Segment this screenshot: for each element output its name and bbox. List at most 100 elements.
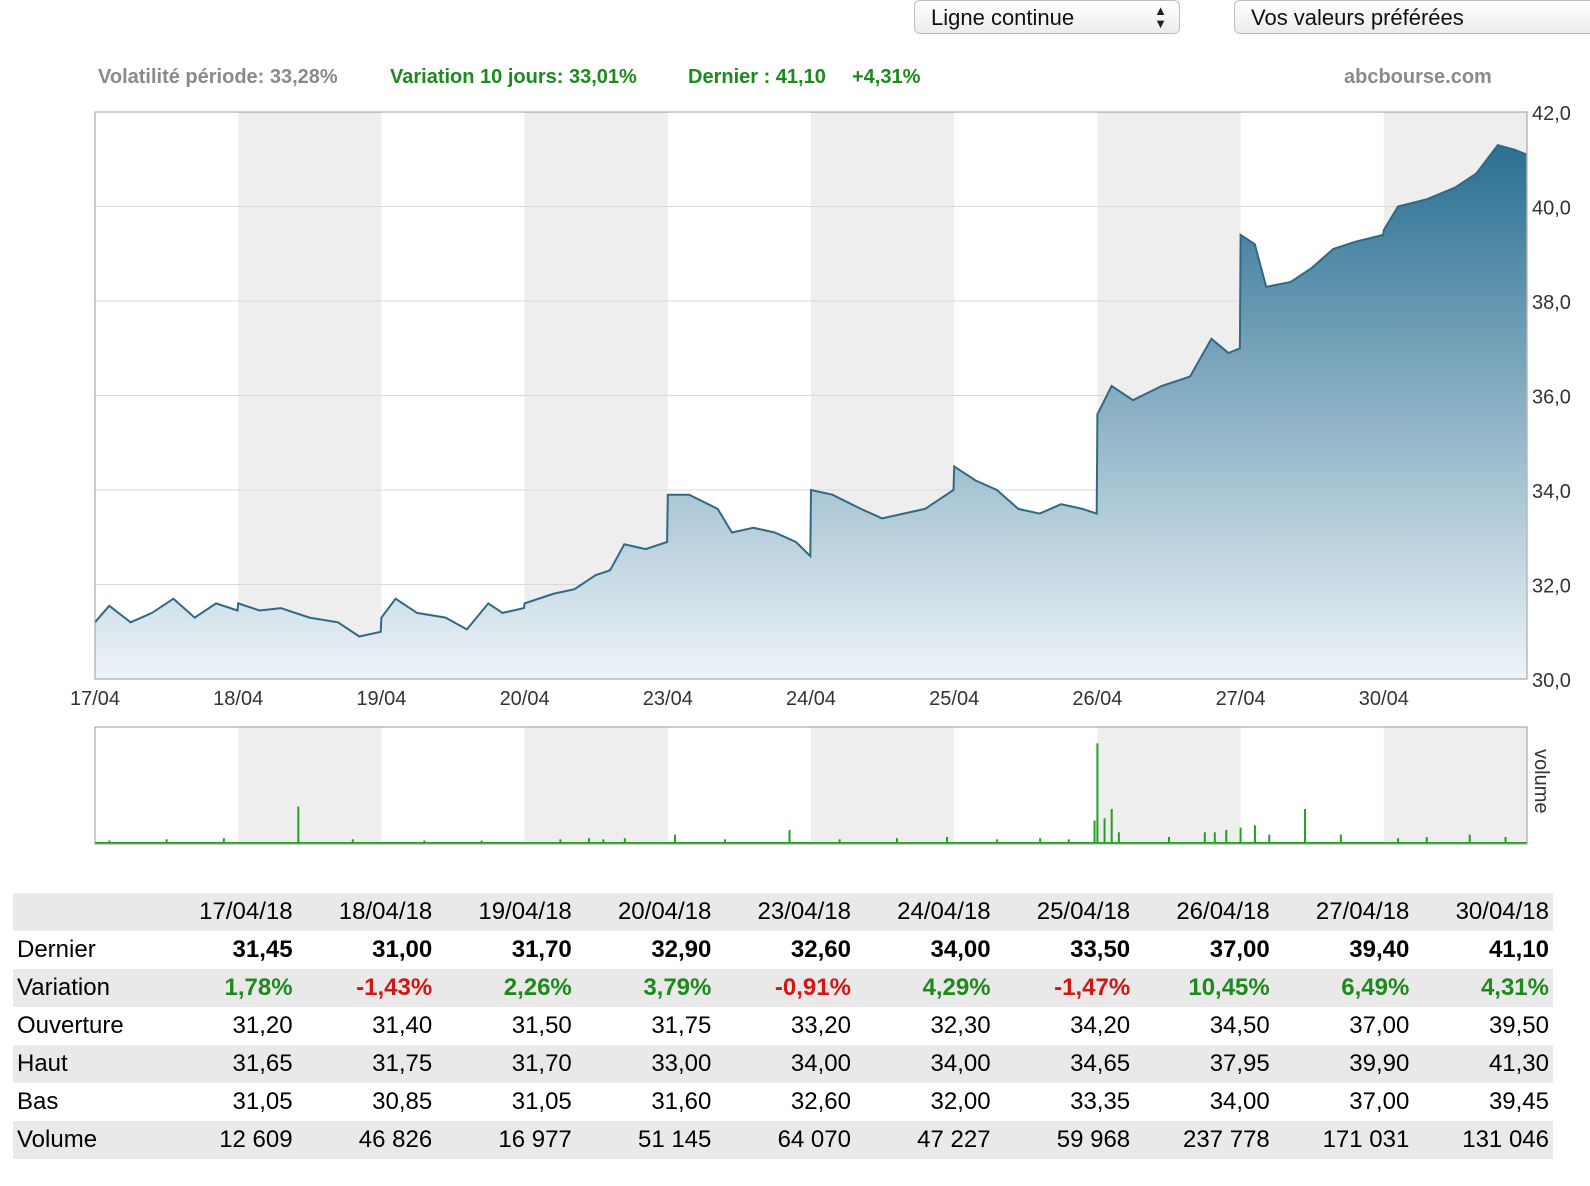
table-date-header: 19/04/18 bbox=[478, 898, 572, 925]
table-cell: 34,50 bbox=[1209, 1012, 1270, 1039]
table-cell: 32,60 bbox=[790, 1088, 851, 1115]
volume-label: volume bbox=[1530, 749, 1552, 813]
table-cell: 33,20 bbox=[790, 1012, 851, 1039]
table-cell: -1,43% bbox=[356, 974, 433, 1001]
table-date-header: 24/04/18 bbox=[897, 898, 991, 925]
table-cell: 31,75 bbox=[651, 1012, 712, 1039]
y-tick-label: 38,0 bbox=[1532, 292, 1571, 314]
variation-10-stat: Variation 10 jours: 33,01% bbox=[390, 66, 637, 88]
table-date-header: 30/04/18 bbox=[1455, 898, 1549, 925]
table-cell: 39,40 bbox=[1349, 936, 1410, 963]
table-cell: 32,30 bbox=[930, 1012, 991, 1039]
volatility-stat: Volatilité période: 33,28% bbox=[98, 66, 338, 88]
last-price-stat: Dernier : 41,10 bbox=[688, 66, 826, 88]
table-cell: 2,26% bbox=[503, 974, 572, 1001]
table-cell: 34,20 bbox=[1070, 1012, 1131, 1039]
x-tick-label: 24/04 bbox=[786, 688, 836, 710]
table-date-header: 25/04/18 bbox=[1036, 898, 1131, 925]
table-row: Haut 31,65 31,75 31,70 33,00 34,00 34,00 34,65 3… bbox=[13, 1045, 1553, 1083]
table-cell: 31,40 bbox=[372, 1012, 433, 1039]
x-tick-label: 30/04 bbox=[1359, 688, 1409, 710]
chart-type-select[interactable]: Ligne continue ▲ ▼ bbox=[914, 0, 1180, 34]
price-line bbox=[94, 143, 1527, 638]
table-row-label: Dernier bbox=[17, 936, 96, 963]
table-date-header: 17/04/18 bbox=[199, 898, 293, 925]
table-row-label: Variation bbox=[17, 974, 110, 1001]
table-cell: 46 826 bbox=[358, 1126, 433, 1153]
table-cell: 31,50 bbox=[511, 1012, 572, 1039]
table-cell: 3,79% bbox=[643, 974, 712, 1001]
x-tick-label: 25/04 bbox=[929, 688, 979, 710]
y-tick-label: 42,0 bbox=[1532, 103, 1571, 125]
table-cell: 31,70 bbox=[511, 1050, 572, 1077]
favorites-select[interactable]: Vos valeurs préférées bbox=[1234, 0, 1590, 34]
table-cell: 37,00 bbox=[1349, 1012, 1410, 1039]
table-corner bbox=[13, 893, 157, 931]
y-tick-label: 34,0 bbox=[1532, 481, 1571, 503]
volume-frame bbox=[94, 726, 1528, 845]
table-cell: 41,10 bbox=[1488, 936, 1549, 963]
table-row-label: Bas bbox=[17, 1088, 59, 1115]
table-cell: 47 227 bbox=[917, 1126, 991, 1153]
table-cell: 6,49% bbox=[1341, 974, 1410, 1001]
table-date-header: 18/04/18 bbox=[338, 898, 433, 925]
price-area bbox=[95, 145, 1527, 680]
table-cell: 41,30 bbox=[1488, 1050, 1549, 1077]
table-row: Volume 12 609 46 826 16 977 51 145 64 070 47 2… bbox=[13, 1121, 1553, 1159]
volume-chart: volume bbox=[94, 726, 1552, 845]
table-cell: 33,50 bbox=[1070, 936, 1131, 963]
y-tick-label: 40,0 bbox=[1532, 198, 1571, 220]
table-row: Bas 31,05 30,85 31,05 31,60 32,60 32,00 33,35 34… bbox=[13, 1083, 1553, 1121]
x-tick-label: 17/04 bbox=[70, 688, 120, 710]
table-cell: 4,31% bbox=[1480, 974, 1549, 1001]
table-cell: 33,35 bbox=[1070, 1088, 1131, 1115]
table-cell: 31,75 bbox=[372, 1050, 433, 1077]
x-tick-label: 18/04 bbox=[213, 688, 263, 710]
table-cell: 31,45 bbox=[232, 936, 293, 963]
x-tick-label: 26/04 bbox=[1072, 688, 1122, 710]
table-date-header: 20/04/18 bbox=[617, 898, 712, 925]
table-cell: 32,90 bbox=[651, 936, 712, 963]
table-cell: 64 070 bbox=[777, 1126, 851, 1153]
chart-type-value: Ligne continue bbox=[931, 5, 1075, 30]
table-cell: 12 609 bbox=[219, 1126, 293, 1153]
table-cell: -0,91% bbox=[774, 974, 851, 1001]
price-chart: 42,0 40,0 38,0 36,0 34,0 32,0 30,0 17/04 18/04 19… bbox=[70, 103, 1571, 710]
table-row: Variation 1,78% -1,43% 2,26% 3,79% -0,91% 4,29… bbox=[13, 969, 1553, 1007]
table-cell: -1,47% bbox=[1054, 974, 1131, 1001]
volume-band bbox=[238, 727, 382, 844]
table-cell: 31,00 bbox=[372, 936, 433, 963]
table-cell: 39,90 bbox=[1349, 1050, 1410, 1077]
table-cell: 237 778 bbox=[1182, 1126, 1270, 1153]
table-cell: 31,70 bbox=[511, 936, 572, 963]
table-cell: 31,05 bbox=[232, 1088, 293, 1115]
volume-band bbox=[1097, 727, 1241, 844]
table-cell: 37,00 bbox=[1349, 1088, 1410, 1115]
table-cell: 34,00 bbox=[790, 1050, 851, 1077]
plot-frame bbox=[94, 111, 1528, 680]
volume-band bbox=[811, 727, 955, 844]
table-cell: 4,29% bbox=[922, 974, 991, 1001]
table-cell: 16 977 bbox=[498, 1126, 572, 1153]
table-cell: 34,00 bbox=[930, 1050, 991, 1077]
x-tick-label: 27/04 bbox=[1216, 688, 1266, 710]
quotes-table: 17/04/18 18/04/18 19/04/18 20/04/18 23/04/18… bbox=[13, 893, 1553, 1159]
table-row: Ouverture 31,20 31,40 31,50 31,75 33,20 32,30 3… bbox=[13, 1007, 1553, 1045]
y-tick-label: 36,0 bbox=[1532, 387, 1571, 409]
table-row-label: Ouverture bbox=[17, 1012, 124, 1039]
table-cell: 33,00 bbox=[651, 1050, 712, 1077]
volume-band bbox=[1383, 727, 1527, 844]
select-arrows-icon: ▲ ▼ bbox=[1154, 3, 1167, 31]
table-cell: 32,60 bbox=[790, 936, 851, 963]
table-cell: 37,95 bbox=[1209, 1050, 1270, 1077]
table-cell: 31,60 bbox=[651, 1088, 712, 1115]
table-cell: 10,45% bbox=[1188, 974, 1270, 1001]
x-tick-label: 20/04 bbox=[500, 688, 550, 710]
table-cell: 31,05 bbox=[511, 1088, 572, 1115]
table-header-row: 17/04/18 18/04/18 19/04/18 20/04/18 23/04/18… bbox=[13, 893, 1553, 931]
table-cell: 39,50 bbox=[1488, 1012, 1549, 1039]
table-date-header: 26/04/18 bbox=[1176, 898, 1270, 925]
table-cell: 34,65 bbox=[1070, 1050, 1131, 1077]
source-label: abcbourse.com bbox=[1344, 66, 1492, 88]
table-cell: 34,00 bbox=[1209, 1088, 1270, 1115]
